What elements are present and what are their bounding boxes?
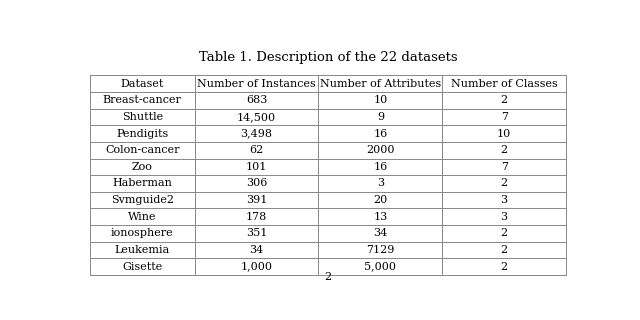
Text: 2: 2: [500, 95, 508, 105]
Text: 2: 2: [500, 262, 508, 272]
Text: Pendigits: Pendigits: [116, 129, 168, 139]
Text: 101: 101: [246, 162, 268, 172]
Text: Number of Classes: Number of Classes: [451, 79, 557, 89]
Text: Table 1. Description of the 22 datasets: Table 1. Description of the 22 datasets: [198, 51, 458, 64]
Text: 10: 10: [373, 95, 387, 105]
Text: 20: 20: [373, 195, 387, 205]
Text: 16: 16: [373, 162, 387, 172]
Text: 2: 2: [500, 145, 508, 155]
Text: 3: 3: [377, 179, 384, 188]
Text: 5,000: 5,000: [364, 262, 396, 272]
Text: 13: 13: [373, 212, 387, 222]
Text: 34: 34: [373, 228, 387, 238]
Text: 34: 34: [250, 245, 264, 255]
Text: 2: 2: [500, 245, 508, 255]
Text: Number of Attributes: Number of Attributes: [320, 79, 441, 89]
Text: Gisette: Gisette: [122, 262, 163, 272]
Text: Leukemia: Leukemia: [115, 245, 170, 255]
Text: Colon-cancer: Colon-cancer: [105, 145, 180, 155]
Text: 7129: 7129: [366, 245, 395, 255]
Text: 7: 7: [500, 112, 508, 122]
Text: Dataset: Dataset: [120, 79, 164, 89]
Text: 306: 306: [246, 179, 268, 188]
Text: Haberman: Haberman: [113, 179, 172, 188]
Text: 3: 3: [500, 212, 508, 222]
Text: 7: 7: [500, 162, 508, 172]
Text: 351: 351: [246, 228, 268, 238]
Text: Zoo: Zoo: [132, 162, 153, 172]
Text: 391: 391: [246, 195, 268, 205]
Text: Svmguide2: Svmguide2: [111, 195, 174, 205]
Text: Number of Instances: Number of Instances: [197, 79, 316, 89]
Text: 2: 2: [324, 272, 332, 282]
Text: 62: 62: [250, 145, 264, 155]
Text: ionosphere: ionosphere: [111, 228, 173, 238]
Text: 683: 683: [246, 95, 268, 105]
Text: 16: 16: [373, 129, 387, 139]
Text: 1,000: 1,000: [241, 262, 273, 272]
Text: 3: 3: [500, 195, 508, 205]
Text: Wine: Wine: [128, 212, 157, 222]
Text: 3,498: 3,498: [241, 129, 273, 139]
Text: 178: 178: [246, 212, 268, 222]
Text: 14,500: 14,500: [237, 112, 276, 122]
Text: 2: 2: [500, 228, 508, 238]
Text: 9: 9: [377, 112, 384, 122]
Text: Shuttle: Shuttle: [122, 112, 163, 122]
Text: 2000: 2000: [366, 145, 395, 155]
Text: Breast-cancer: Breast-cancer: [103, 95, 182, 105]
Text: 10: 10: [497, 129, 511, 139]
Text: 2: 2: [500, 179, 508, 188]
